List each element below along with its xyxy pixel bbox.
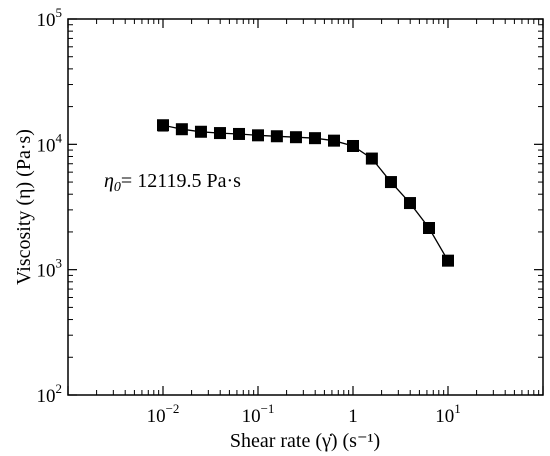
- plot-frame: [67, 18, 544, 396]
- data-point: [157, 119, 169, 132]
- zero-shear-viscosity-annotation: η0= 12119.5 Pa·s: [104, 170, 241, 195]
- x-axis-label: Shear rate (γ̇) (s⁻¹): [230, 430, 380, 452]
- data-point: [365, 152, 378, 165]
- x-tick-label: 101: [435, 401, 461, 427]
- data-series: [157, 119, 454, 267]
- y-tick-label: 103: [37, 256, 63, 282]
- minor-ticks: [68, 19, 543, 395]
- data-point: [213, 127, 226, 140]
- y-tick-label: 104: [37, 130, 63, 156]
- y-axis-label: Viscosity (η) (Pa·s): [13, 129, 35, 285]
- data-point: [384, 176, 397, 189]
- data-point: [175, 123, 188, 136]
- tick-labels: 10−2 10−1 1 101 102 103 104 105: [37, 5, 461, 427]
- y-tick-label: 102: [37, 381, 63, 407]
- x-tick-label: 1: [348, 406, 358, 427]
- major-ticks: [67, 18, 544, 396]
- series-line: [162, 124, 449, 262]
- x-tick-label: 10−2: [147, 401, 180, 427]
- data-point: [308, 132, 321, 145]
- data-point: [347, 139, 359, 152]
- data-point: [270, 130, 283, 143]
- x-tick-label: 10−1: [242, 401, 275, 427]
- data-point: [442, 254, 454, 267]
- data-point: [423, 222, 436, 235]
- data-point: [252, 129, 264, 142]
- data-point: [289, 131, 302, 144]
- y-tick-label: 105: [37, 5, 63, 31]
- data-point: [194, 125, 207, 138]
- data-point: [403, 197, 416, 210]
- data-point: [233, 127, 246, 140]
- data-point: [328, 134, 341, 147]
